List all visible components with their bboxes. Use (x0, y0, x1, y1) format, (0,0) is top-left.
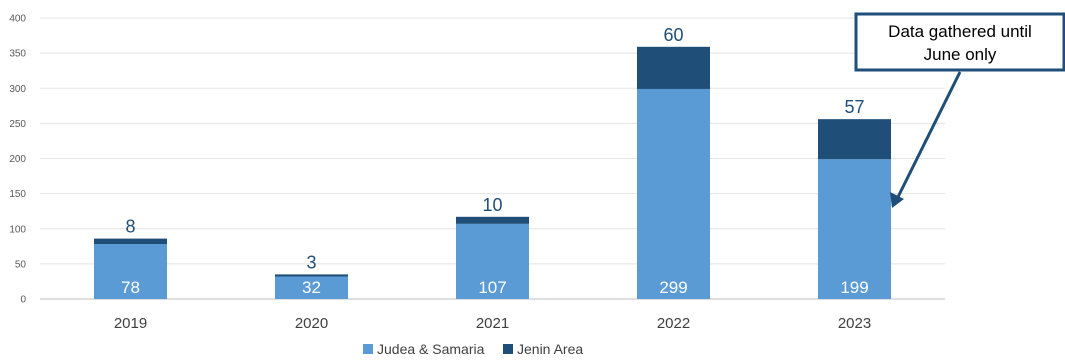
bar-jenin-area-2023 (818, 119, 891, 160)
data-label-jenin-area: 8 (125, 217, 135, 237)
data-label-judea-samaria: 199 (840, 278, 868, 297)
gridlines (40, 17, 945, 300)
legend: Judea & Samaria Jenin Area (363, 341, 583, 357)
x-axis: 2019 2020 2021 2022 2023 (114, 315, 871, 332)
x-tick-label: 2023 (838, 315, 871, 332)
bar-judea-samaria-2022 (637, 88, 710, 299)
legend-label: Jenin Area (517, 341, 583, 357)
legend-swatch (503, 344, 513, 354)
bar-judea-samaria-2021 (456, 223, 529, 299)
callout-line: June only (924, 45, 997, 64)
data-label-jenin-area: 3 (306, 252, 316, 272)
data-label-judea-samaria: 107 (478, 278, 506, 297)
x-tick-label: 2019 (114, 315, 147, 332)
annotation-callout: Data gathered until June only (854, 12, 1065, 208)
data-label-jenin-area: 57 (844, 97, 864, 117)
y-tick-label: 100 (9, 224, 26, 235)
data-label-judea-samaria: 299 (659, 278, 687, 297)
callout-arrow-line (896, 71, 962, 198)
bar-judea-samaria-2023 (818, 159, 891, 299)
callout-line: Data gathered until (888, 22, 1032, 41)
y-tick-label: 0 (20, 295, 26, 306)
bar-jenin-area-2021 (456, 216, 529, 224)
data-label-jenin-area: 10 (482, 195, 502, 215)
y-tick-label: 50 (15, 259, 27, 270)
bar-jenin-area-2022 (637, 46, 710, 89)
y-axis: 0 50 100 150 200 250 300 350 400 (9, 14, 26, 306)
data-label-judea-samaria: 78 (121, 278, 140, 297)
y-tick-label: 150 (9, 189, 26, 200)
y-tick-label: 400 (9, 14, 26, 25)
x-tick-label: 2022 (657, 315, 690, 332)
callout-box (854, 12, 1065, 72)
data-label-jenin-area: 60 (663, 25, 683, 45)
bar-jenin-area-2019 (94, 238, 167, 245)
bar-judea-samaria-2020 (275, 276, 348, 299)
x-tick-label: 2021 (476, 315, 509, 332)
data-label-judea-samaria: 32 (302, 278, 321, 297)
bars: 8 78 3 32 10 107 60 299 57 199 (94, 25, 891, 299)
callout-arrow-head (890, 192, 904, 208)
bar-judea-samaria-2019 (94, 244, 167, 299)
legend-swatch (363, 344, 373, 354)
bar-jenin-area-2020 (275, 274, 348, 277)
y-tick-label: 200 (9, 154, 26, 165)
y-tick-label: 350 (9, 49, 26, 60)
x-tick-label: 2020 (295, 315, 328, 332)
y-tick-label: 250 (9, 119, 26, 130)
legend-label: Judea & Samaria (377, 341, 485, 357)
y-tick-label: 300 (9, 84, 26, 95)
